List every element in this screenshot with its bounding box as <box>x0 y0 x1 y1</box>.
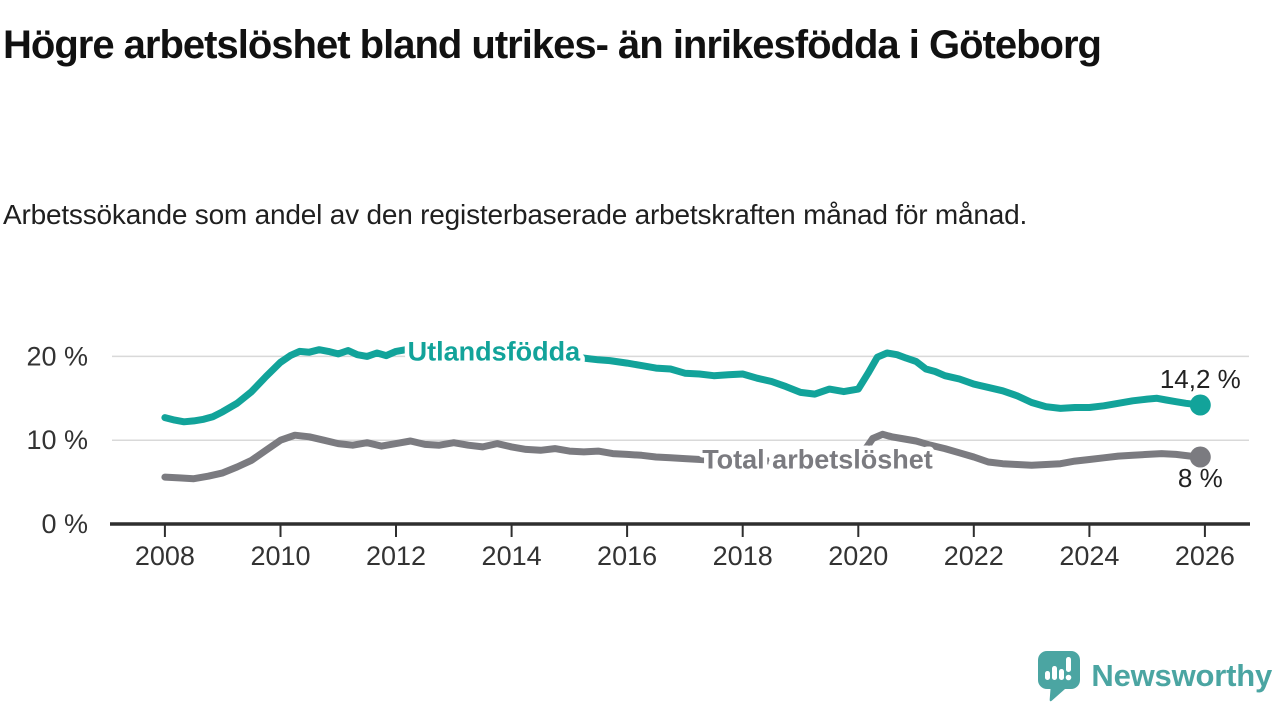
series-label-utlandsfodda: Utlandsfödda <box>408 336 581 366</box>
y-tick-label-10: 10 % <box>26 425 88 455</box>
x-tick-label-2012: 2012 <box>366 541 426 571</box>
x-tick-label-2016: 2016 <box>597 541 657 571</box>
newsworthy-logo: Newsworthy <box>1037 650 1272 702</box>
x-tick-label-2024: 2024 <box>1059 541 1119 571</box>
newsworthy-logo-text: Newsworthy <box>1091 658 1272 693</box>
page-title: Högre arbetslöshet bland utrikes- än inr… <box>3 23 1102 67</box>
series-line-total <box>161 430 1204 483</box>
x-tick-label-2008: 2008 <box>135 541 195 571</box>
series-label-total: Total arbetslöshet <box>702 445 933 475</box>
x-tick-label-2026: 2026 <box>1175 541 1235 571</box>
y-tick-label-20: 20 % <box>26 341 88 371</box>
y-tick-label-0: 0 % <box>41 509 88 539</box>
end-value-label-utlandsfodda: 14,2 % <box>1160 364 1241 394</box>
x-tick-label-2020: 2020 <box>828 541 888 571</box>
end-value-label-total: 8 % <box>1178 463 1223 493</box>
x-tick-label-2018: 2018 <box>713 541 773 571</box>
chart-subtitle: Arbetssökande som andel av den registerb… <box>3 199 1028 230</box>
series-line-utlandsfodda <box>161 346 1204 426</box>
series-end-dot-total <box>1189 446 1211 468</box>
x-tick-label-2022: 2022 <box>944 541 1004 571</box>
newsworthy-speech-bubble-bar-chart-icon <box>1038 651 1081 702</box>
series-end-dot-utlandsfodda <box>1189 394 1211 416</box>
x-tick-label-2010: 2010 <box>250 541 310 571</box>
x-tick-label-2014: 2014 <box>482 541 542 571</box>
